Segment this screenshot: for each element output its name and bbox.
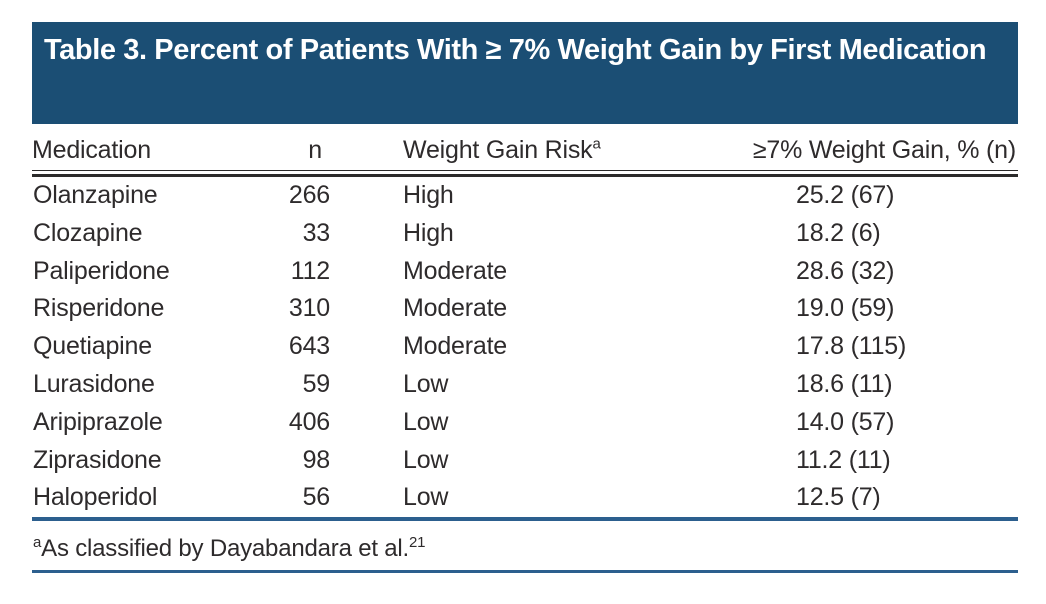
table-row: Olanzapine 266 High 25.2 (67) [32, 177, 1018, 215]
cell-medication: Ziprasidone [33, 445, 162, 474]
column-header-risk-label: Weight Gain Risk [403, 136, 593, 164]
cell-n: 56 [302, 483, 331, 512]
cell-medication: Aripiprazole [33, 407, 163, 436]
table-row: Clozapine 33 High 18.2 (6) [32, 215, 1018, 253]
cell-medication: Haloperidol [33, 483, 158, 512]
cell-n: 643 [288, 332, 330, 361]
table-title-bar: Table 3. Percent of Patients With ≥ 7% W… [32, 22, 1018, 124]
header-separator-double-rule [32, 170, 1018, 177]
footnote-reference-number: 21 [409, 533, 426, 551]
cell-risk: High [403, 181, 454, 209]
cell-weight-gain: 11.2 (11) [796, 445, 891, 474]
table-header-row: Medication n Weight Gain Riska ≥7% Weigh… [32, 128, 1018, 170]
table-title: Table 3. Percent of Patients With ≥ 7% W… [44, 34, 987, 66]
cell-medication: Quetiapine [33, 332, 152, 361]
table-row: Ziprasidone 98 Low 11.2 (11) [32, 442, 1018, 480]
cell-weight-gain: 12.5 (7) [796, 483, 881, 512]
column-header-risk: Weight Gain Riska [330, 128, 660, 172]
cell-weight-gain: 28.6 (32) [796, 256, 895, 285]
cell-weight-gain: 17.8 (115) [796, 332, 907, 361]
cell-medication: Olanzapine [33, 181, 158, 209]
cell-weight-gain: 19.0 (59) [796, 294, 895, 323]
cell-weight-gain: 18.6 (11) [796, 369, 893, 398]
table-row: Aripiprazole 406 Low 14.0 (57) [32, 404, 1018, 442]
table-row: Lurasidone 59 Low 18.6 (11) [32, 366, 1018, 404]
table-footnote: aAs classified by Dayabandara et al.21 [32, 521, 1018, 570]
cell-n: 59 [302, 369, 331, 398]
cell-risk: Low [403, 483, 449, 512]
column-header-risk-footnote-marker: a [592, 135, 601, 153]
table-bottom-rule [32, 517, 1018, 521]
table-row: Paliperidone 112 Moderate 28.6 (32) [32, 253, 1018, 291]
cell-n: 310 [288, 294, 330, 323]
table-row: Quetiapine 643 Moderate 17.8 (115) [32, 328, 1018, 366]
cell-weight-gain: 14.0 (57) [796, 407, 895, 436]
footnote-bottom-rule [32, 569, 1018, 574]
table-row: Risperidone 310 Moderate 19.0 (59) [32, 290, 1018, 328]
cell-medication: Clozapine [33, 218, 143, 247]
cell-risk: Moderate [403, 294, 508, 323]
cell-weight-gain: 25.2 (67) [796, 181, 895, 209]
cell-n: 406 [288, 407, 330, 436]
cell-medication: Paliperidone [33, 256, 170, 285]
table-row: Haloperidol 56 Low 12.5 (7) [32, 479, 1018, 517]
data-table: Medication n Weight Gain Riska ≥7% Weigh… [32, 128, 1018, 574]
cell-weight-gain: 18.2 (6) [796, 218, 881, 247]
footnote-text: As classified by Dayabandara et al. [41, 534, 410, 562]
cell-n: 98 [302, 445, 331, 474]
footnote-marker: a [33, 533, 42, 551]
cell-n: 266 [288, 181, 330, 209]
cell-n: 112 [290, 256, 330, 285]
cell-risk: Low [403, 407, 449, 436]
cell-risk: Moderate [403, 256, 508, 285]
cell-risk: Moderate [403, 332, 508, 361]
cell-n: 33 [302, 218, 331, 247]
column-header-medication: Medication [32, 136, 151, 164]
column-header-n: n [308, 136, 322, 164]
cell-risk: Low [403, 445, 449, 474]
cell-medication: Risperidone [33, 294, 165, 323]
column-header-weight-gain: ≥7% Weight Gain, % (n) [752, 136, 1016, 164]
cell-medication: Lurasidone [33, 369, 155, 398]
cell-risk: High [403, 218, 454, 247]
cell-risk: Low [403, 369, 449, 398]
